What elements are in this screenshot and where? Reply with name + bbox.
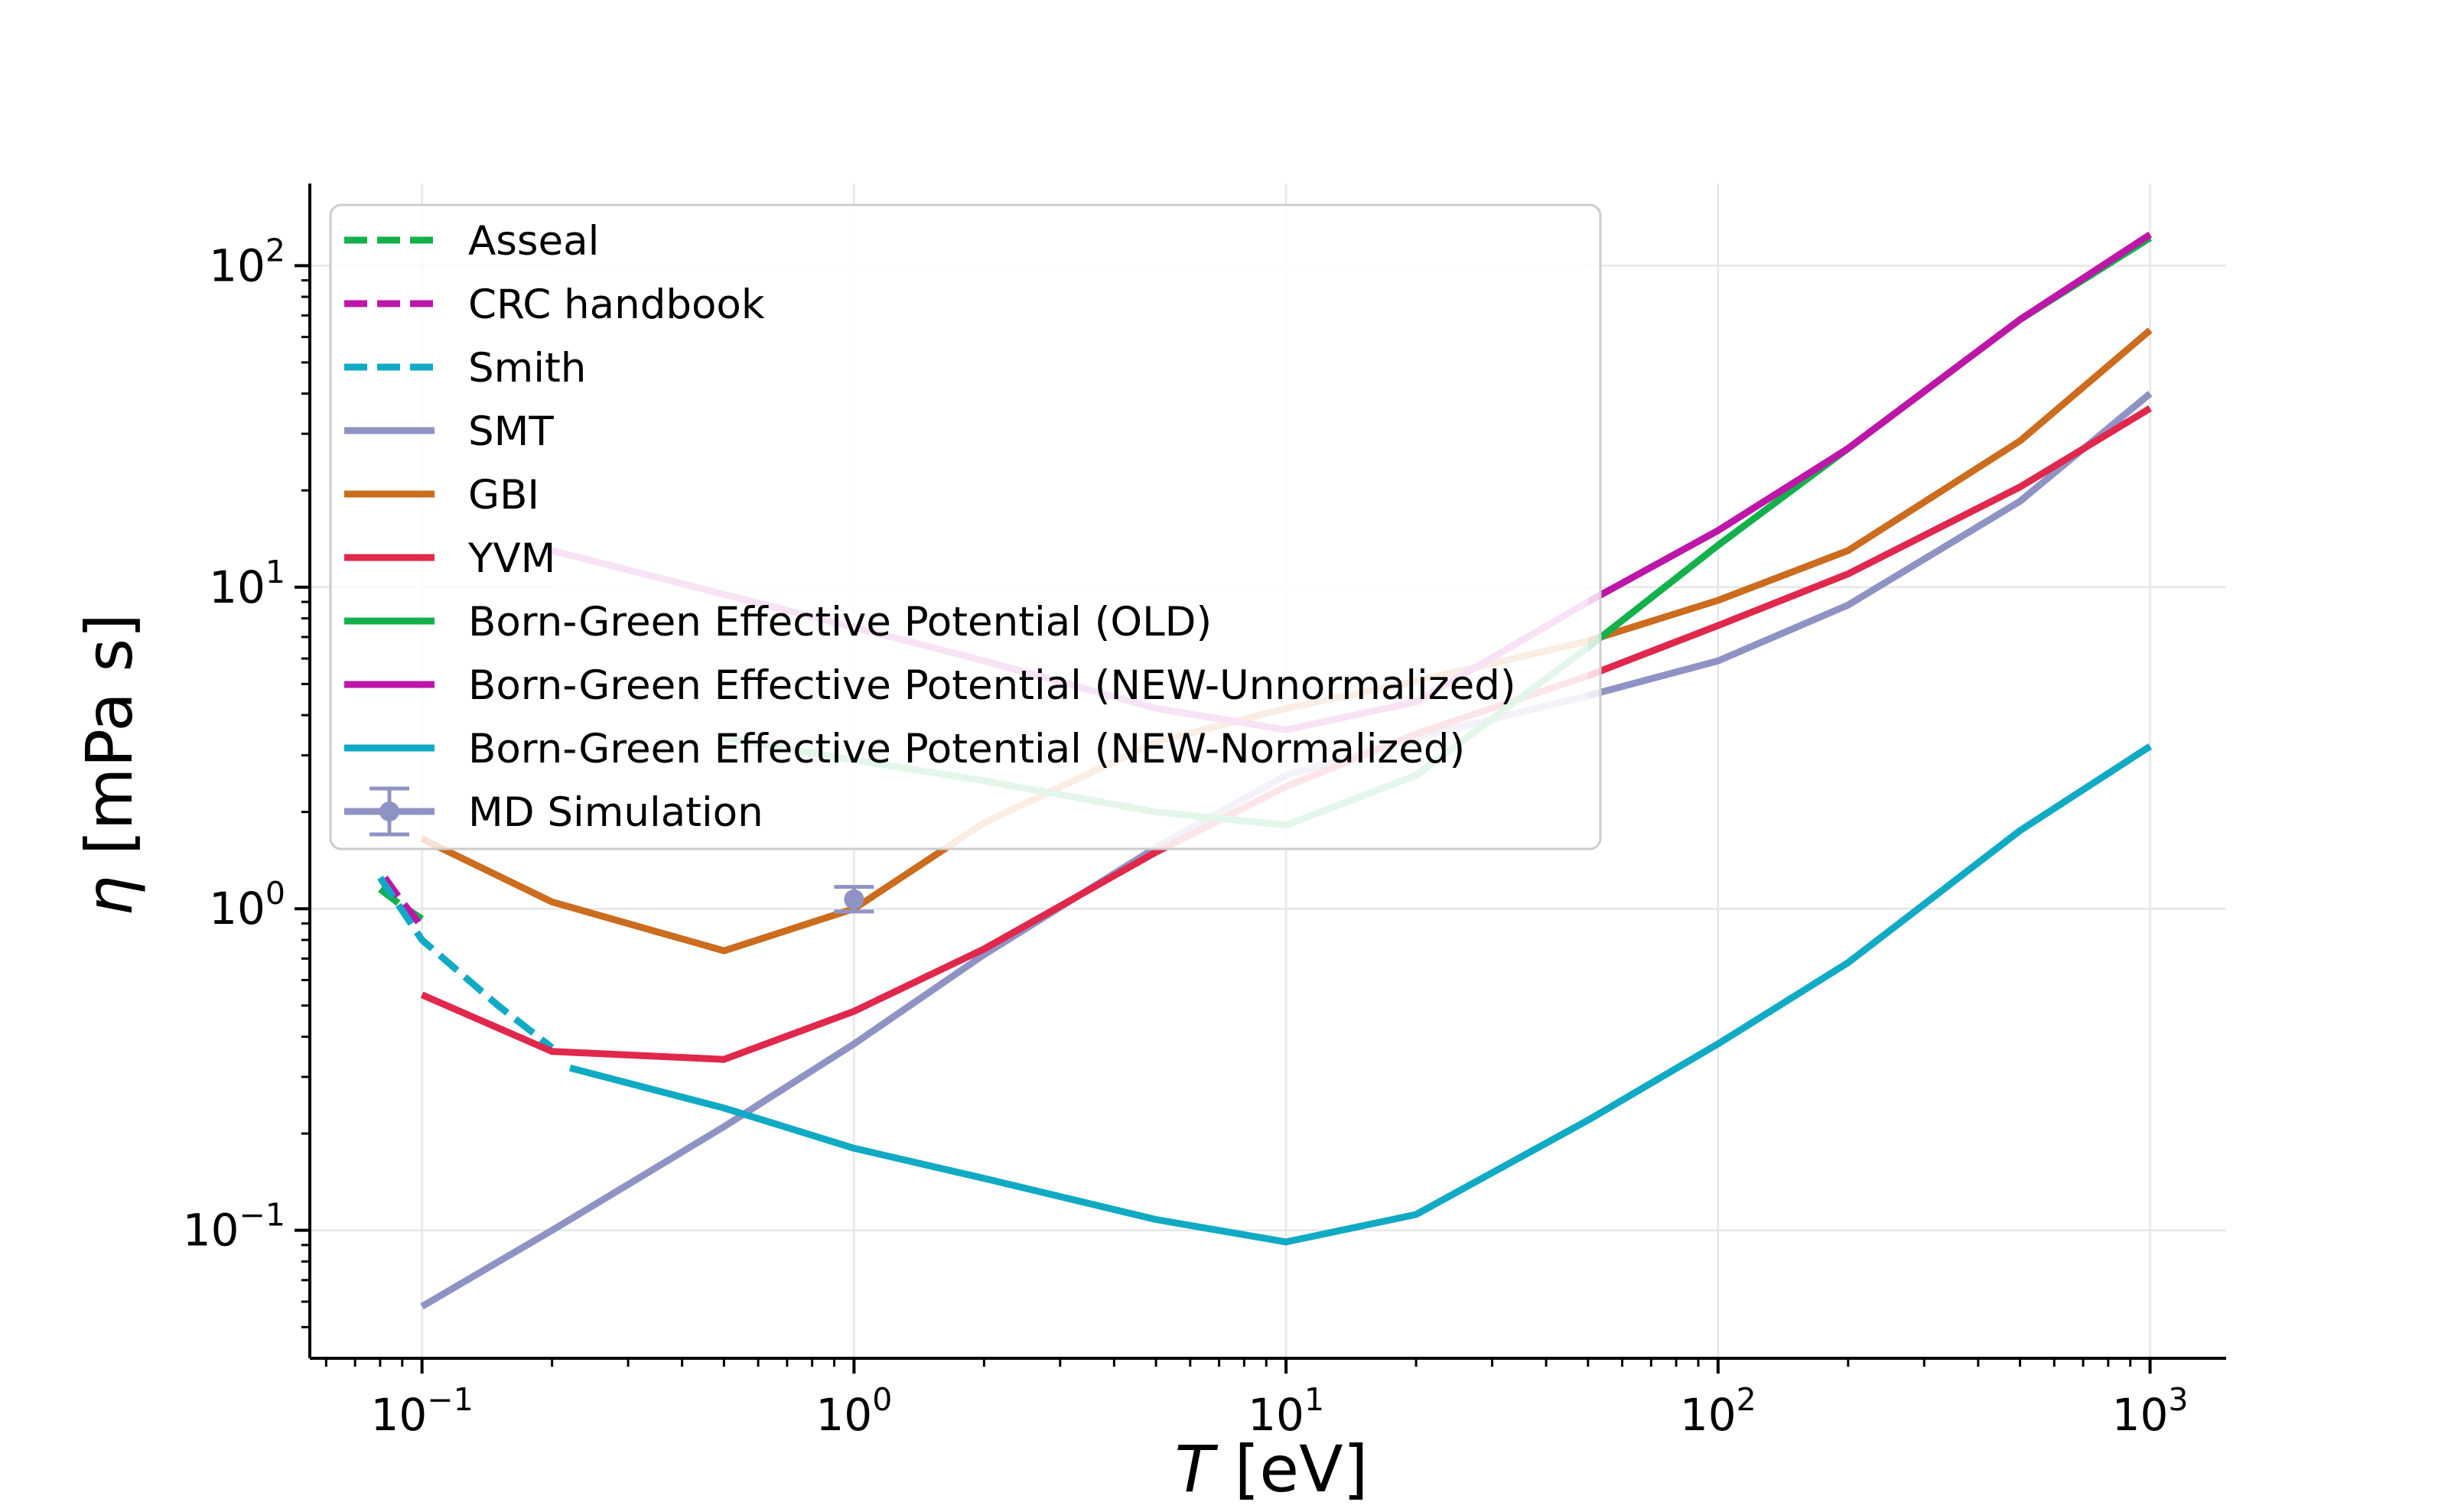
y-axis-symbol: η — [72, 876, 147, 916]
md-simulation-point — [844, 889, 864, 909]
legend-label-yvm: YVM — [467, 535, 555, 582]
x-tick-label: 101 — [1248, 1381, 1324, 1441]
series-line-crc-handbook — [382, 875, 425, 929]
series-line-born-green-effective-potential-new-normalized — [568, 743, 2153, 1246]
legend-label-asseal: Asseal — [468, 218, 599, 265]
legend: Asseal CRC handbook Smith SMT GBI YVM Born-Gre… — [329, 203, 1602, 850]
y-tick-label: 102 — [209, 232, 285, 291]
legend-label-smith: Smith — [468, 345, 586, 392]
legend-label-gbi: GBI — [468, 472, 539, 519]
x-tick-label: 102 — [1680, 1381, 1756, 1441]
y-axis-unit: [mPa s] — [72, 613, 147, 876]
legend-label-smt: SMT — [468, 408, 554, 455]
legend-errorbar-marker — [379, 802, 399, 821]
legend-label-born-green-effective-potential-new-normalized: Born-Green Effective Potential (NEW-Norm… — [468, 726, 1465, 772]
x-tick-label: 100 — [815, 1381, 892, 1441]
errorbar-layer — [834, 885, 874, 914]
x-tick-labels: 10−1 100 101 102 103 — [370, 1381, 2188, 1441]
x-tick-label: 10−1 — [370, 1381, 473, 1441]
series-line-smith — [377, 875, 555, 1051]
y-tick-labels: 10−1 100 101 102 — [183, 232, 285, 1256]
legend-label-md-simulation: MD Simulation — [468, 789, 763, 836]
legend-frame — [329, 203, 1602, 850]
x-axis-unit: [eV] — [1214, 1432, 1368, 1507]
axes — [295, 184, 2226, 1374]
x-axis-symbol: T — [1175, 1432, 1219, 1507]
legend-label-born-green-effective-potential-old: Born-Green Effective Potential (OLD) — [468, 599, 1212, 645]
legend-label-crc-handbook: CRC handbook — [468, 281, 765, 328]
y-axis-title: η [mPa s] — [72, 613, 147, 916]
y-tick-label: 101 — [209, 554, 285, 613]
x-tick-label: 103 — [2112, 1381, 2189, 1441]
y-tick-label: 10−1 — [183, 1197, 285, 1257]
legend-label-born-green-effective-potential-new-unnormalized: Born-Green Effective Potential (NEW-Unno… — [468, 662, 1516, 709]
x-axis-title: T [eV] — [1175, 1432, 1369, 1507]
y-tick-label: 100 — [209, 875, 285, 935]
